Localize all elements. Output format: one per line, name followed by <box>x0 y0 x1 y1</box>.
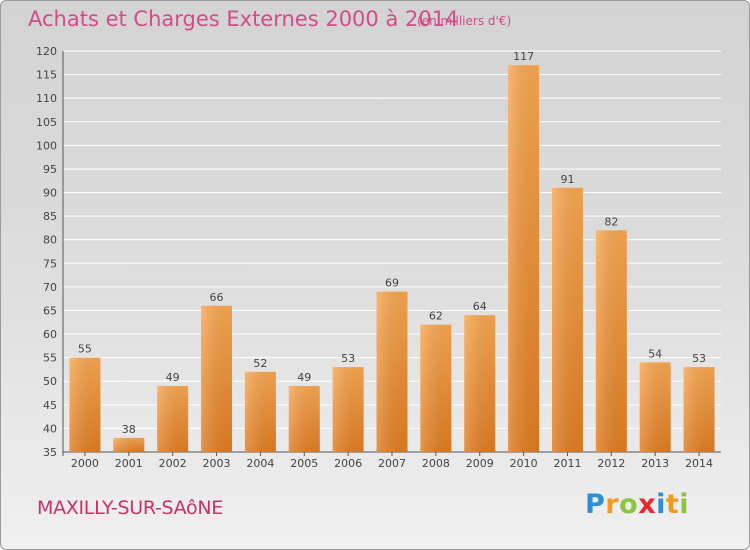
y-tick-label: 80 <box>43 234 57 247</box>
y-tick-label: 95 <box>43 163 57 176</box>
logo-letter: x <box>638 489 657 520</box>
bar-shade <box>595 230 627 452</box>
data-label: 69 <box>385 277 399 290</box>
bar-shade <box>639 362 671 452</box>
y-tick-label: 120 <box>36 45 57 58</box>
bar-shade <box>376 291 408 452</box>
bar-shade <box>113 437 145 452</box>
bar-shade <box>551 187 583 452</box>
y-tick-label: 85 <box>43 210 57 223</box>
y-tick-label: 65 <box>43 304 57 317</box>
logo-letter: t <box>665 489 680 520</box>
x-tick-label: 2012 <box>597 457 625 470</box>
x-tick-label: 2010 <box>510 457 538 470</box>
chart-subtitle: (en milliers d'€) <box>417 14 512 28</box>
data-label: 38 <box>122 423 136 436</box>
logo-letter: i <box>679 489 690 520</box>
x-tick-label: 2007 <box>378 457 406 470</box>
y-tick-label: 110 <box>36 92 57 105</box>
data-label: 66 <box>210 291 224 304</box>
data-label: 49 <box>166 371 180 384</box>
x-tick-label: 2014 <box>685 457 713 470</box>
bar-shade <box>157 385 189 452</box>
x-tick-label: 2004 <box>246 457 274 470</box>
bar-shade <box>69 357 101 452</box>
x-tick-label: 2011 <box>553 457 581 470</box>
bar-shade <box>683 367 715 452</box>
y-tick-label: 90 <box>43 187 57 200</box>
logo-letter: r <box>605 489 620 520</box>
data-label: 82 <box>604 215 618 228</box>
commune-name: MAXILLY-SUR-SAôNE <box>37 497 223 519</box>
y-tick-label: 115 <box>36 69 57 82</box>
data-label: 64 <box>473 300 487 313</box>
data-label: 49 <box>297 371 311 384</box>
chart-title: Achats et Charges Externes 2000 à 2014 <box>28 7 459 31</box>
bar-shade <box>201 305 233 452</box>
bar-shade <box>288 385 320 452</box>
x-tick-label: 2002 <box>159 457 187 470</box>
x-tick-label: 2013 <box>641 457 669 470</box>
y-tick-label: 40 <box>43 422 57 435</box>
x-tick-label: 2001 <box>115 457 143 470</box>
logo-letter: i <box>656 489 666 520</box>
data-label: 53 <box>341 352 355 365</box>
y-tick-label: 70 <box>43 281 57 294</box>
y-tick-label: 35 <box>43 446 57 459</box>
bar-shade <box>420 324 452 452</box>
data-label: 91 <box>560 173 574 186</box>
data-label: 117 <box>513 50 534 63</box>
y-tick-label: 60 <box>43 328 57 341</box>
x-tick-label: 2008 <box>422 457 450 470</box>
x-tick-label: 2006 <box>334 457 362 470</box>
data-label: 52 <box>253 357 267 370</box>
bar-shade <box>244 371 276 452</box>
data-label: 54 <box>648 347 662 360</box>
y-tick-label: 105 <box>36 116 57 129</box>
x-tick-label: 2005 <box>290 457 318 470</box>
y-tick-label: 50 <box>43 375 57 388</box>
y-tick-label: 55 <box>43 352 57 365</box>
logo-letter: P <box>585 489 606 520</box>
x-tick-label: 2000 <box>71 457 99 470</box>
data-label: 62 <box>429 310 443 323</box>
bar-shade <box>508 65 540 452</box>
y-tick-label: 45 <box>43 399 57 412</box>
x-tick-label: 2003 <box>203 457 231 470</box>
bar-shade <box>332 367 364 452</box>
y-tick-label: 100 <box>36 139 57 152</box>
x-tick-label: 2009 <box>466 457 494 470</box>
bar-shade <box>464 315 496 452</box>
data-label: 55 <box>78 343 92 356</box>
data-label: 53 <box>692 352 706 365</box>
logo-letter: o <box>619 489 639 520</box>
y-tick-label: 75 <box>43 257 57 270</box>
proxiti-logo: Proxiti <box>585 489 689 520</box>
